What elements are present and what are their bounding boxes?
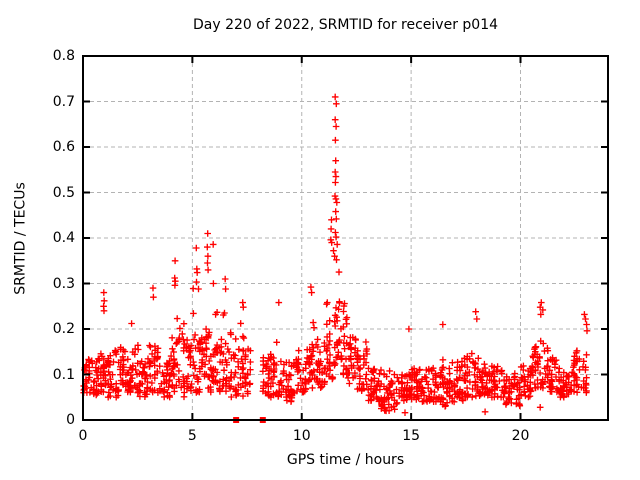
y-tick-label: 0 [66,412,75,428]
grid-lines [83,56,608,420]
x-tick-label: 10 [292,428,311,444]
x-tick-label: 15 [402,428,421,444]
y-tick-label: 0.6 [52,139,75,155]
scatter-points [80,93,591,416]
x-tick-label: 5 [187,428,197,444]
x-tick-label: 0 [78,428,88,444]
y-tick-label: 0.3 [52,275,75,292]
y-tick-label: 0.8 [52,48,75,64]
plot-title: Day 220 of 2022, SRMTID for receiver p01… [192,17,499,33]
y-tick-label: 0.2 [52,321,75,337]
y-tick-label: 0.5 [52,184,75,201]
y-tick-label: 0.7 [52,93,75,110]
x-tick-label: 20 [511,428,530,444]
y-tick-label: 0.4 [52,230,75,246]
y-tick-label: 0.1 [52,366,75,383]
axis-ticks [82,55,608,421]
x-axis-label: GPS time / hours [286,452,405,468]
